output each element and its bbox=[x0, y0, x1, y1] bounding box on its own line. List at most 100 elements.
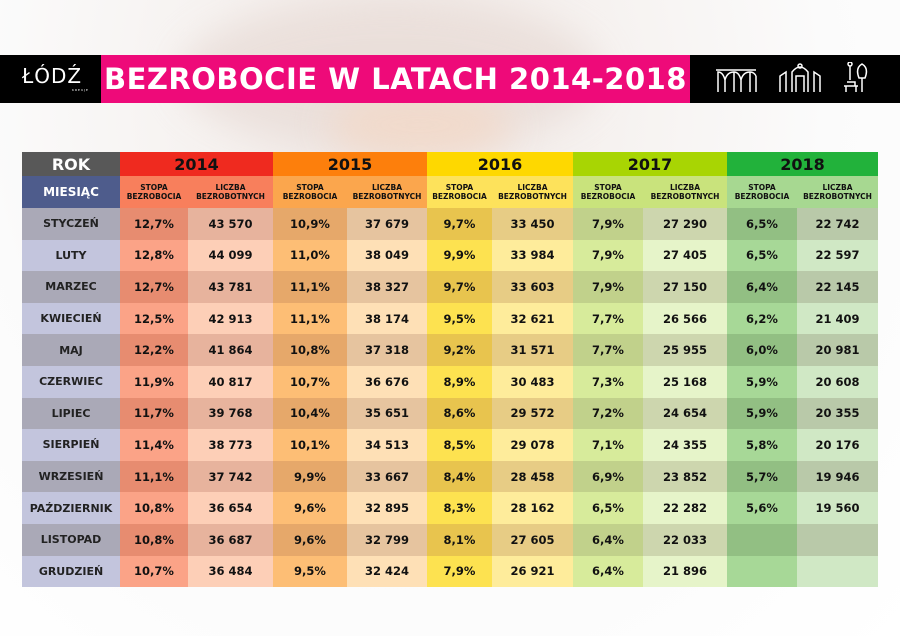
rate-cell: 10,1% bbox=[273, 429, 347, 461]
count-cell: 44 099 bbox=[188, 239, 273, 272]
count-cell: 26 921 bbox=[492, 555, 573, 588]
count-cell: 19 560 bbox=[797, 492, 878, 524]
count-cell: 38 174 bbox=[347, 302, 427, 335]
count-cell: 28 458 bbox=[492, 460, 573, 493]
rate-cell bbox=[727, 555, 797, 588]
count-cell: 42 913 bbox=[188, 302, 273, 335]
count-cell: 22 282 bbox=[643, 492, 727, 524]
count-cell: 22 145 bbox=[797, 271, 878, 303]
table-row: PAŹDZIERNIK 10,8% 36 654 9,6% 32 895 8,3% 28 1… bbox=[22, 492, 878, 524]
rate-cell: 9,5% bbox=[427, 302, 492, 335]
rate-cell: 6,4% bbox=[727, 271, 797, 303]
table-row: CZERWIEC 11,9% 40 817 10,7% 36 676 8,9% 30 483… bbox=[22, 365, 878, 398]
count-cell: 37 679 bbox=[347, 208, 427, 240]
count-cell: 21 896 bbox=[643, 555, 727, 588]
rate-cell: 10,8% bbox=[120, 523, 188, 556]
count-cell: 38 049 bbox=[347, 239, 427, 272]
rate-cell: 7,7% bbox=[573, 302, 643, 335]
rate-cell: 9,2% bbox=[427, 334, 492, 366]
count-cell: 25 955 bbox=[643, 334, 727, 366]
count-cell: 33 603 bbox=[492, 271, 573, 303]
page-title: BEZROBOCIE W LATACH 2014-2018 bbox=[101, 55, 690, 103]
count-cell: 28 162 bbox=[492, 492, 573, 524]
count-cell: 43 570 bbox=[188, 208, 273, 240]
column-header-count: LICZBA BEZROBOTNYCH bbox=[347, 176, 427, 208]
count-cell: 38 773 bbox=[188, 429, 273, 461]
table-row: LIPIEC 11,7% 39 768 10,4% 35 651 8,6% 29 572 7,… bbox=[22, 397, 878, 430]
count-cell: 27 405 bbox=[643, 239, 727, 272]
rate-cell: 11,7% bbox=[120, 397, 188, 430]
count-cell: 27 150 bbox=[643, 271, 727, 303]
rate-cell: 5,9% bbox=[727, 397, 797, 430]
count-cell: 39 768 bbox=[188, 397, 273, 430]
rate-cell: 7,9% bbox=[573, 271, 643, 303]
rate-cell: 10,4% bbox=[273, 397, 347, 430]
rate-cell: 10,7% bbox=[120, 555, 188, 588]
count-cell bbox=[797, 523, 878, 556]
table-row: STYCZEŃ 12,7% 43 570 10,9% 37 679 9,7% 33 450 7… bbox=[22, 208, 878, 240]
count-cell: 34 513 bbox=[347, 429, 427, 461]
table-row: GRUDZIEŃ 10,7% 36 484 9,5% 32 424 7,9% 26 921 6… bbox=[22, 555, 878, 588]
count-cell: 32 424 bbox=[347, 555, 427, 588]
rate-cell: 5,9% bbox=[727, 365, 797, 398]
rate-cell: 6,2% bbox=[727, 302, 797, 335]
count-cell: 19 946 bbox=[797, 460, 878, 493]
month-label: CZERWIEC bbox=[22, 365, 120, 398]
count-cell: 32 799 bbox=[347, 523, 427, 556]
rate-cell: 12,5% bbox=[120, 302, 188, 335]
header-icons bbox=[714, 62, 872, 94]
rate-cell: 7,2% bbox=[573, 397, 643, 430]
rate-cell: 10,8% bbox=[120, 492, 188, 524]
count-cell: 23 852 bbox=[643, 460, 727, 493]
count-cell: 33 450 bbox=[492, 208, 573, 240]
count-cell: 33 667 bbox=[347, 460, 427, 493]
count-cell: 22 033 bbox=[643, 523, 727, 556]
table-row: LUTY 12,8% 44 099 11,0% 38 049 9,9% 33 984 7,9%… bbox=[22, 239, 878, 272]
building-gate-icon bbox=[779, 63, 821, 92]
rate-cell bbox=[727, 523, 797, 556]
count-cell: 36 676 bbox=[347, 365, 427, 398]
rate-cell: 6,0% bbox=[727, 334, 797, 366]
count-cell: 26 566 bbox=[643, 302, 727, 335]
rate-cell: 10,9% bbox=[273, 208, 347, 240]
count-cell: 25 168 bbox=[643, 365, 727, 398]
table-row: LISTOPAD 10,8% 36 687 9,6% 32 799 8,1% 27 605 6… bbox=[22, 523, 878, 556]
rate-cell: 6,4% bbox=[573, 523, 643, 556]
count-cell: 24 654 bbox=[643, 397, 727, 430]
count-cell: 37 318 bbox=[347, 334, 427, 366]
column-header-rate: STOPA BEZROBOCIA bbox=[120, 176, 188, 208]
month-label: KWIECIEŃ bbox=[22, 302, 120, 335]
count-cell: 32 895 bbox=[347, 492, 427, 524]
table-row: MARZEC 12,7% 43 781 11,1% 38 327 9,7% 33 603 7,… bbox=[22, 271, 878, 303]
month-label: SIERPIEŃ bbox=[22, 429, 120, 461]
month-label: WRZESIEŃ bbox=[22, 460, 120, 493]
rate-cell: 12,7% bbox=[120, 271, 188, 303]
count-cell: 43 781 bbox=[188, 271, 273, 303]
rate-cell: 8,3% bbox=[427, 492, 492, 524]
count-cell: 20 176 bbox=[797, 429, 878, 461]
month-label: PAŹDZIERNIK bbox=[22, 492, 120, 524]
count-cell: 21 409 bbox=[797, 302, 878, 335]
rate-cell: 8,4% bbox=[427, 460, 492, 493]
count-cell: 20 981 bbox=[797, 334, 878, 366]
year-header: 2017 bbox=[573, 152, 727, 176]
rate-cell: 9,6% bbox=[273, 492, 347, 524]
count-cell: 41 864 bbox=[188, 334, 273, 366]
column-header-count: LICZBA BEZROBOTNYCH bbox=[492, 176, 573, 208]
rate-cell: 11,9% bbox=[120, 365, 188, 398]
rate-cell: 9,6% bbox=[273, 523, 347, 556]
corner-miesiac: MIESIĄC bbox=[22, 176, 120, 208]
count-cell bbox=[797, 555, 878, 588]
year-header: 2016 bbox=[427, 152, 573, 176]
month-label: MARZEC bbox=[22, 271, 120, 303]
rate-cell: 5,8% bbox=[727, 429, 797, 461]
count-cell: 22 597 bbox=[797, 239, 878, 272]
lodz-logo: ŁÓDŹ KREUJE bbox=[22, 64, 89, 92]
rate-cell: 6,9% bbox=[573, 460, 643, 493]
rate-cell: 9,7% bbox=[427, 271, 492, 303]
rate-cell: 7,9% bbox=[427, 555, 492, 588]
rate-cell: 6,5% bbox=[727, 208, 797, 240]
rate-cell: 10,8% bbox=[273, 334, 347, 366]
rate-cell: 6,5% bbox=[727, 239, 797, 272]
count-cell: 35 651 bbox=[347, 397, 427, 430]
